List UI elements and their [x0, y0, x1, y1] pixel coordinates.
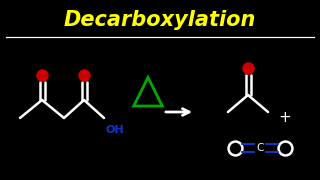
Text: OH: OH	[106, 125, 124, 135]
Text: C: C	[256, 143, 264, 153]
Text: +: +	[279, 111, 292, 125]
Text: Decarboxylation: Decarboxylation	[64, 10, 256, 30]
